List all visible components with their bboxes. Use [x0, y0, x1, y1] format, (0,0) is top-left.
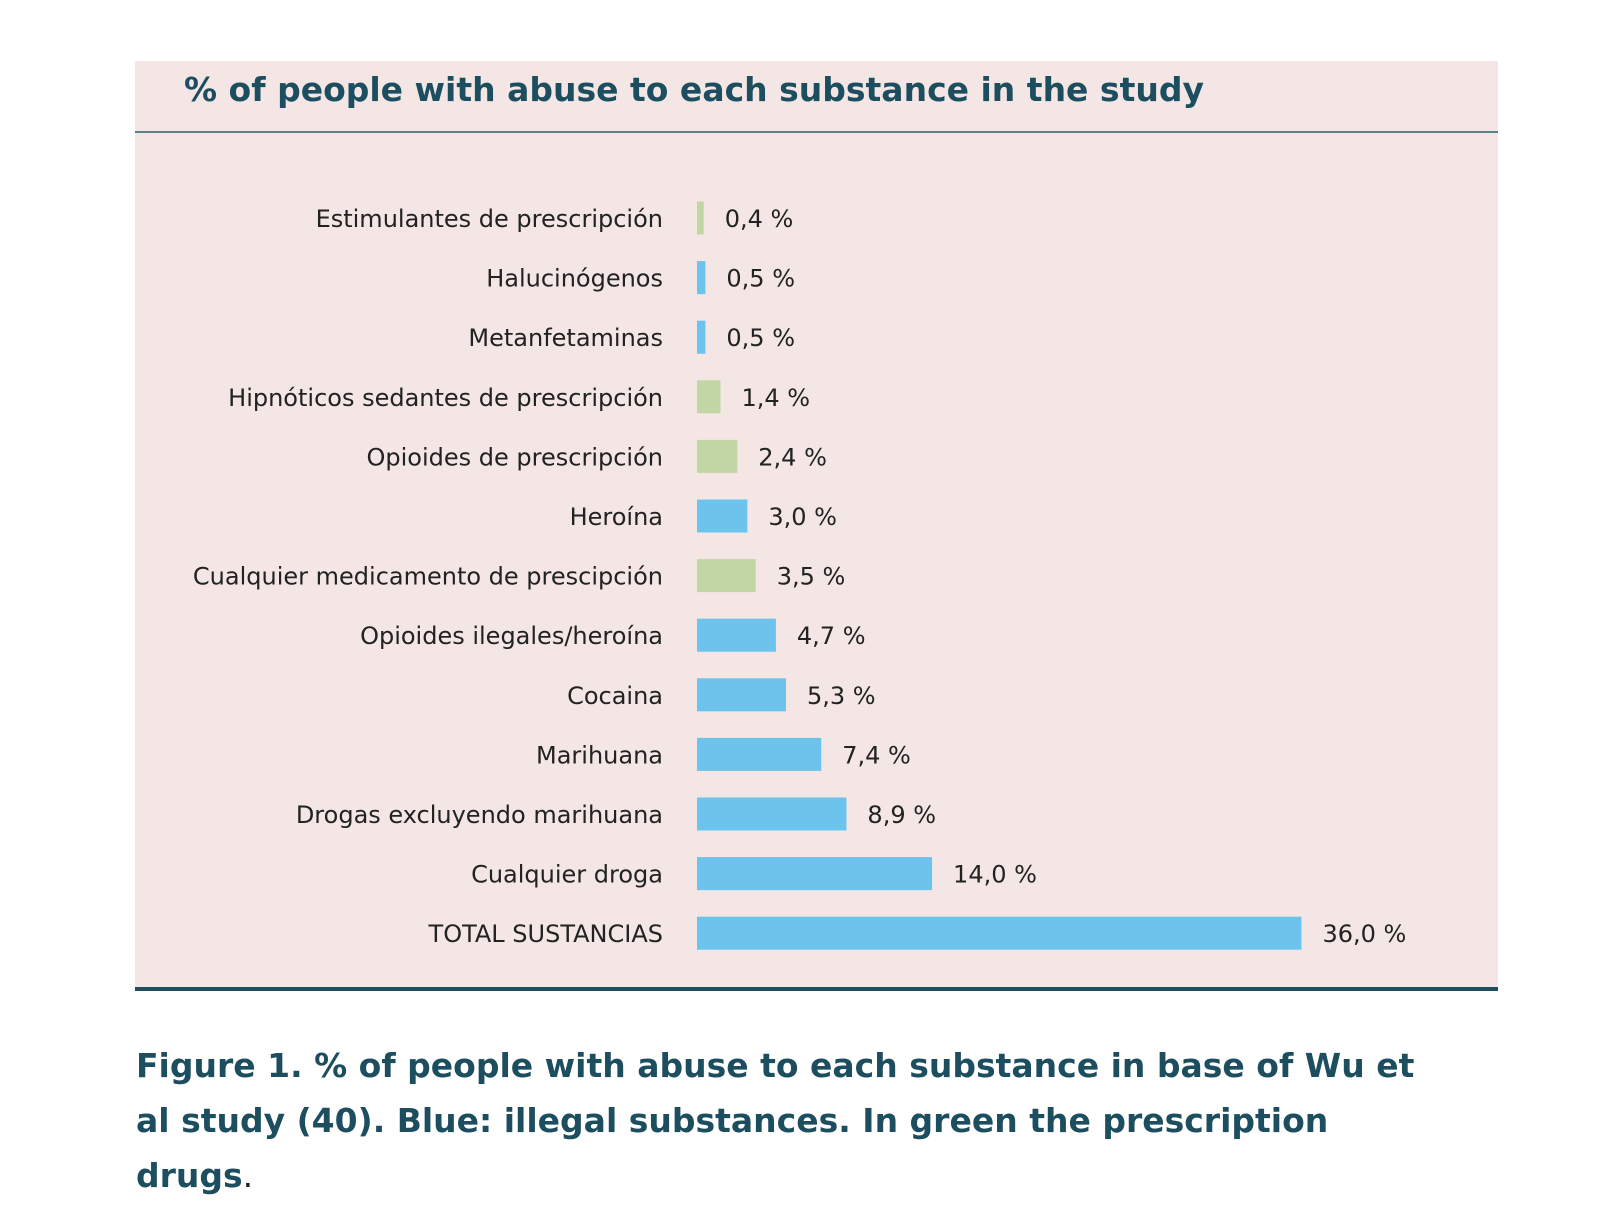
value-label-cocaina: 5,3 %	[807, 682, 876, 710]
value-label-opioides-ilegales-heroina: 4,7 %	[797, 622, 866, 650]
bar-hipnoticos-sedantes-de-prescripcion	[697, 380, 721, 414]
value-label-cualquier-droga: 14,0 %	[953, 861, 1037, 889]
category-label-heroina: Heroína	[570, 503, 663, 531]
bar-cualquier-droga	[697, 857, 933, 891]
category-label-total-sustancias: TOTAL SUSTANCIAS	[428, 920, 663, 948]
chart-title: % of people with abuse to each substance…	[184, 70, 1204, 109]
category-label-metanfetaminas: Metanfetaminas	[468, 324, 663, 352]
caption-end: .	[242, 1156, 254, 1195]
bar-heroina	[697, 499, 748, 533]
value-label-metanfetaminas: 0,5 %	[726, 324, 795, 352]
category-label-hipnoticos-sedantes-de-prescripcion: Hipnóticos sedantes de prescripción	[228, 384, 663, 412]
value-label-cualquier-medicamento-de-prescipcion: 3,5 %	[777, 563, 846, 591]
value-label-hipnoticos-sedantes-de-prescripcion: 1,4 %	[742, 384, 811, 412]
category-label-cualquier-medicamento-de-prescipcion: Cualquier medicamento de prescipción	[193, 563, 663, 591]
bar-total-sustancias	[697, 916, 1302, 950]
bar-opioides-ilegales-heroina	[697, 618, 776, 652]
category-label-opioides-ilegales-heroina: Opioides ilegales/heroína	[360, 622, 663, 650]
category-label-cualquier-droga: Cualquier droga	[471, 861, 663, 889]
bar-cocaina	[697, 678, 786, 712]
value-label-opioides-de-prescripcion: 2,4 %	[758, 443, 827, 471]
bar-opioides-de-prescripcion	[697, 439, 738, 473]
category-label-marihuana: Marihuana	[536, 741, 663, 769]
category-label-drogas-excluyendo-marihuana: Drogas excluyendo marihuana	[296, 801, 663, 829]
category-label-cocaina: Cocaina	[567, 682, 663, 710]
bar-metanfetaminas	[697, 320, 706, 354]
value-label-heroina: 3,0 %	[768, 503, 837, 531]
category-label-opioides-de-prescripcion: Opioides de prescripción	[367, 443, 663, 471]
value-label-halucinogenos: 0,5 %	[726, 265, 795, 293]
value-label-total-sustancias: 36,0 %	[1322, 920, 1406, 948]
bar-cualquier-medicamento-de-prescipcion	[697, 559, 756, 593]
value-label-drogas-excluyendo-marihuana: 8,9 %	[867, 801, 936, 829]
bar-drogas-excluyendo-marihuana	[697, 797, 847, 831]
figure-caption: Figure 1. % of people with abuse to each…	[136, 1038, 1436, 1203]
caption-text: Figure 1. % of people with abuse to each…	[136, 1046, 1415, 1195]
category-label-estimulantes-de-prescripcion: Estimulantes de prescripción	[316, 205, 663, 233]
value-label-marihuana: 7,4 %	[842, 741, 911, 769]
chart-panel	[135, 61, 1498, 991]
title-divider	[135, 131, 1498, 133]
bar-estimulantes-de-prescripcion	[697, 201, 704, 235]
bar-marihuana	[697, 737, 822, 771]
value-label-estimulantes-de-prescripcion: 0,4 %	[725, 205, 794, 233]
panel-bottom-rule	[135, 987, 1498, 991]
category-label-halucinogenos: Halucinógenos	[486, 265, 663, 293]
bar-halucinogenos	[697, 261, 706, 295]
